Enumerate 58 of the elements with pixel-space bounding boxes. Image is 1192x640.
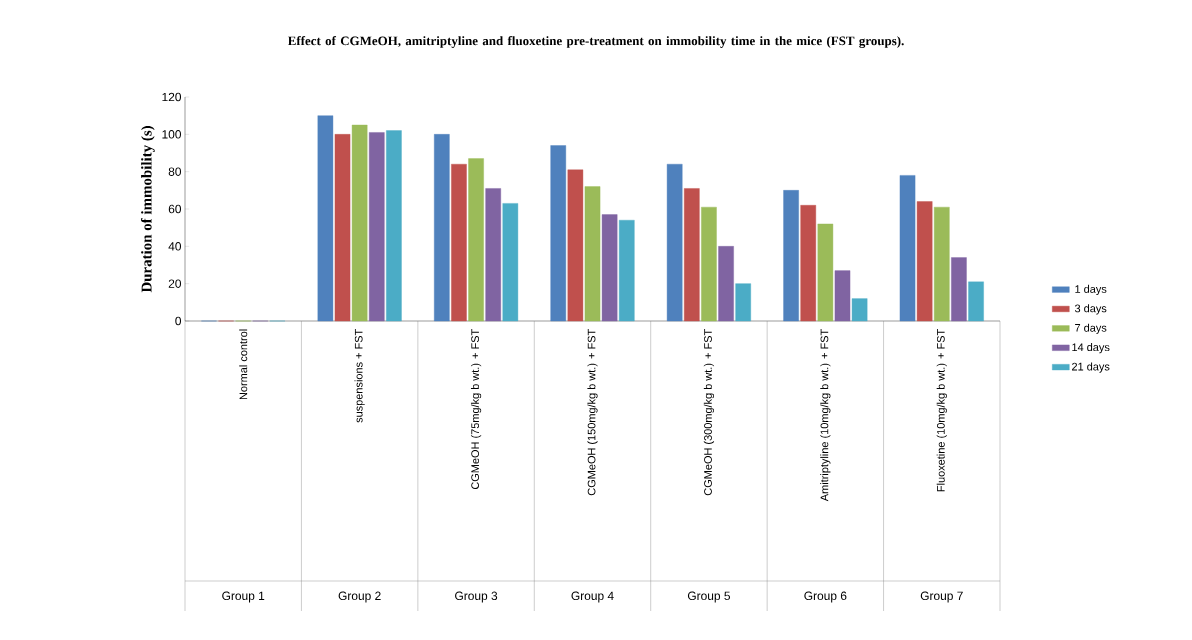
bar [468, 158, 484, 322]
bar [684, 188, 700, 322]
bar [369, 132, 385, 322]
bar [934, 206, 950, 322]
x-tick-label: suspensions + FST [354, 329, 365, 423]
bar [550, 145, 567, 322]
x-tick-label: Fluoxetine (10mg/kg b wt.) + FST [936, 329, 947, 492]
text: Group 5 [687, 591, 731, 603]
chart-title: Effect of CGMeOH, amitriptyline and fluoxetine pre-treatment on immobility time in the mice (FST groups). [287, 36, 904, 48]
y-tick-label: 20 [168, 279, 182, 288]
legend-label: 1 days [1075, 284, 1107, 296]
y-tick-label: 80 [168, 167, 182, 176]
bar [951, 257, 967, 322]
y-tick-label: 120 [162, 92, 182, 102]
text: Group 2 [338, 591, 381, 603]
bar [968, 281, 984, 322]
bar [386, 130, 402, 322]
x-tick-label: Amitriptyline (10mg/kg b wt.) + FST [820, 329, 831, 502]
text: Group 1 [222, 591, 265, 603]
bar [916, 201, 933, 322]
y-tick-label: 100 [162, 130, 182, 139]
legend-label: 7 days [1075, 323, 1107, 334]
x-tick-label: CGMeOH (150mg/kg b wt.) + FST [587, 329, 598, 496]
bar [317, 115, 334, 322]
bar [735, 283, 751, 322]
bar [800, 205, 816, 322]
bar [485, 188, 501, 322]
bar [451, 164, 467, 322]
x-tick-label: CGMeOH (75mg/kg b wt.) + FST [470, 329, 482, 490]
y-tick-label: 0 [175, 316, 182, 326]
legend-label: 14 days [1072, 343, 1110, 354]
x-tick-label: CGMeOH (300mg/kg b wt.) + FST [703, 329, 715, 496]
text: Group 4 [571, 591, 614, 603]
y-axis-title: Duration of immobility (s) [140, 126, 155, 293]
bar [434, 134, 450, 322]
text: Group 3 [455, 591, 498, 603]
text: Group 7 [920, 591, 963, 603]
bar [666, 164, 683, 322]
x-tick-label: Normal control [239, 329, 248, 400]
bar [601, 214, 618, 322]
bar [701, 206, 717, 322]
y-tick-label: 60 [168, 204, 182, 214]
text: Group 6 [804, 591, 847, 603]
bar [834, 270, 851, 322]
bar [567, 169, 584, 322]
bar [618, 220, 635, 322]
bar [584, 186, 601, 322]
bar [899, 175, 916, 322]
bar [718, 246, 734, 322]
bar [334, 134, 351, 322]
bar [783, 190, 799, 322]
y-tick-label: 40 [168, 242, 182, 251]
bar [351, 124, 368, 322]
bar [817, 223, 834, 322]
legend-label: 3 days [1074, 304, 1107, 315]
bar [851, 298, 868, 322]
legend-label: 21 days [1072, 362, 1110, 373]
bar [502, 203, 519, 322]
